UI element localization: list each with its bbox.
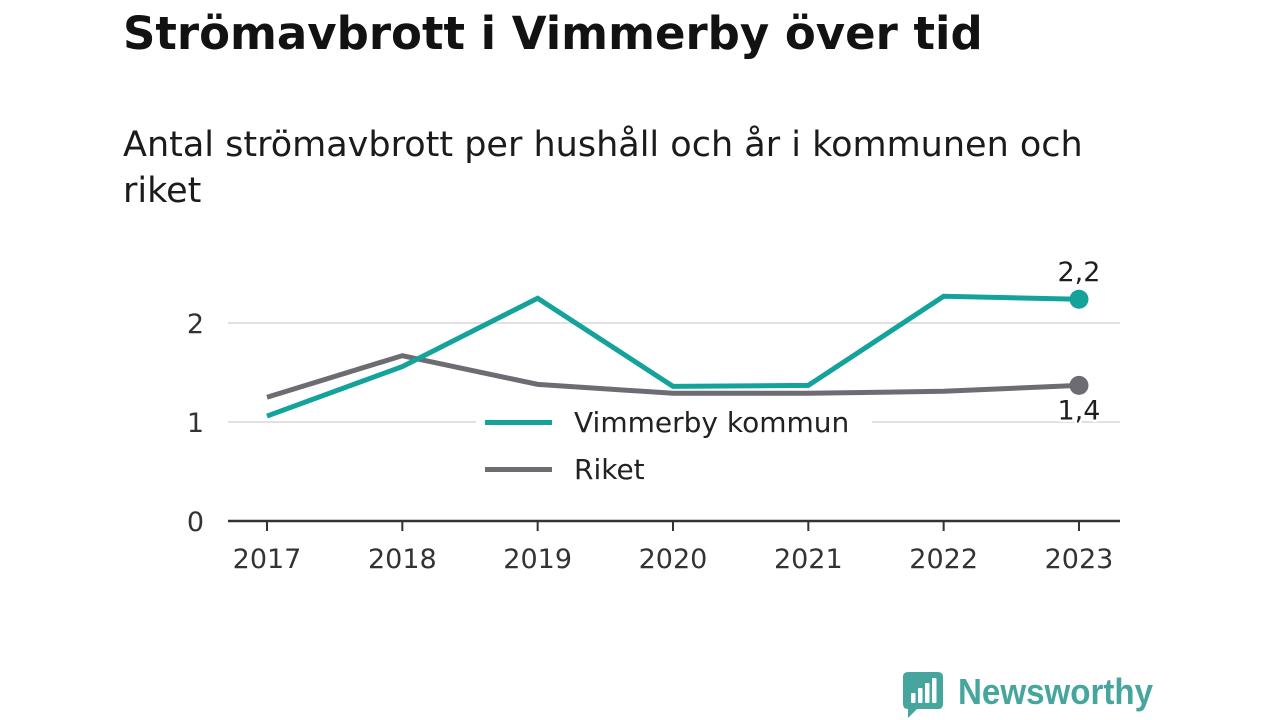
series-line: [266, 353, 1080, 400]
x-tick-label: 2017: [233, 544, 302, 575]
y-tick-label: 2: [187, 309, 204, 340]
chart-title: Strömavbrott i Vimmerby över tid: [123, 7, 983, 60]
newsworthy-logo: Newsworthy: [903, 670, 1163, 719]
legend-swatch: [485, 467, 552, 472]
x-tick-label: 2020: [639, 544, 708, 575]
series-vimmerby-kommun: 2,2: [266, 255, 1103, 419]
legend-label: Vimmerby kommun: [574, 406, 850, 439]
y-tick-label: 1: [187, 408, 204, 439]
chart-subtitle: Antal strömavbrott per hushåll och år i …: [123, 125, 1083, 211]
data-label: 2,2: [1058, 257, 1101, 288]
series-line: [266, 293, 1080, 419]
legend-label: Riket: [574, 453, 645, 486]
bar-chart-bubble-icon: [903, 672, 943, 718]
y-tick-label: 0: [187, 507, 204, 538]
x-tick-label: 2019: [503, 544, 572, 575]
logo-wordmark: Newsworthy: [958, 671, 1154, 712]
chart-legend: Vimmerby kommun Riket: [476, 399, 872, 493]
x-tick-label: 2023: [1045, 544, 1114, 575]
data-label: 1,4: [1058, 395, 1101, 426]
x-tick-label: 2018: [368, 544, 437, 575]
x-axis: 2017 2018 2019 2020 2021 2022 2023: [228, 519, 1120, 575]
x-tick-label: 2021: [774, 544, 843, 575]
series-riket: 1,4: [266, 353, 1103, 429]
x-tick-label: 2022: [909, 544, 978, 575]
legend-swatch: [485, 420, 552, 425]
legend-item-riket: Riket: [485, 446, 872, 493]
end-marker: [1069, 375, 1089, 395]
end-marker: [1069, 289, 1089, 309]
legend-item-vimmerby-kommun: Vimmerby kommun: [485, 399, 872, 446]
